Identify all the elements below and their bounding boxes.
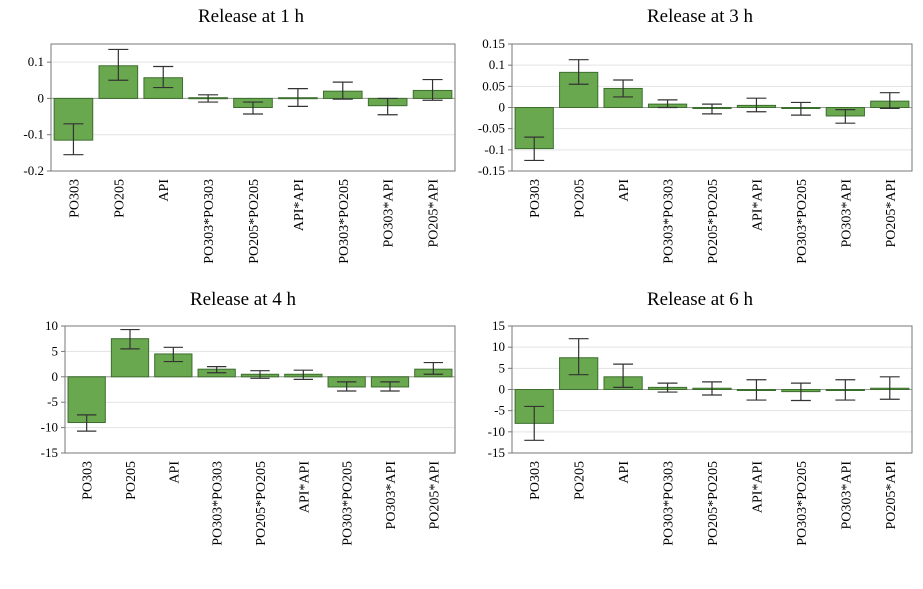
x-tick-label: PO205 — [112, 179, 127, 218]
x-tick-label: PO205 — [573, 179, 588, 218]
y-tick-label: 0 — [499, 100, 506, 115]
y-tick-label: -15 — [41, 445, 58, 460]
x-tick-label: API*API — [297, 461, 312, 513]
x-tick-label: PO303*API — [839, 179, 854, 248]
x-tick-label: PO205*PO205 — [706, 461, 721, 546]
y-tick-label: 5 — [52, 343, 59, 358]
x-tick-label: API — [157, 179, 172, 202]
x-tick-label: PO205*PO205 — [247, 179, 262, 264]
bar-po205 — [110, 338, 150, 378]
y-tick-label: -5 — [47, 394, 58, 409]
y-tick-label: 0.1 — [28, 54, 44, 69]
y-tick-label: -10 — [488, 424, 505, 439]
plot-frame — [511, 325, 913, 454]
y-tick-label: 5 — [499, 360, 506, 375]
bar-po303 — [67, 376, 106, 424]
y-tick-label: 0.15 — [482, 36, 505, 51]
x-tick-label: PO303 — [81, 461, 96, 500]
y-tick-label: 0.05 — [482, 78, 505, 93]
x-tick-label: PO205*PO205 — [254, 461, 269, 546]
y-tick-label: 0 — [38, 90, 45, 105]
x-tick-label: PO303 — [67, 179, 82, 218]
y-tick-label: 15 — [492, 318, 505, 333]
x-tick-label: API — [167, 461, 182, 484]
chart-panel-4: Release at 6 h 15 10 5 0 -5 -10 -15 PO303 PO205 AP… — [488, 289, 913, 546]
x-tick-label: PO303*PO303 — [662, 461, 677, 546]
x-tick-label: PO205*API — [884, 461, 899, 530]
x-tick-label: API — [617, 461, 632, 484]
y-tick-label: -5 — [494, 403, 505, 418]
chart-title: Release at 1 h — [198, 6, 305, 27]
x-tick-label: API*API — [292, 179, 307, 231]
x-tick-label: API*API — [750, 179, 765, 231]
y-tick-label: 10 — [45, 318, 58, 333]
y-tick-label: 10 — [492, 339, 505, 354]
x-tick-label: PO303*PO205 — [795, 461, 810, 546]
x-tick-label: PO303 — [528, 461, 543, 500]
x-tick-label: PO303*PO303 — [211, 461, 226, 546]
y-tick-label: -0.2 — [23, 163, 44, 178]
x-tick-label: PO205*API — [884, 179, 899, 248]
y-tick-label: -0.1 — [23, 127, 44, 142]
chart-title: Release at 6 h — [647, 289, 754, 310]
chart-panel-3: Release at 4 h 10 5 0 -5 -10 -15 PO303 PO205 API P… — [41, 289, 456, 546]
plot-frame — [50, 43, 456, 172]
plot-frame — [64, 325, 456, 454]
x-tick-label: PO205 — [573, 461, 588, 500]
x-tick-label: API — [617, 179, 632, 202]
x-tick-label: PO303*API — [384, 461, 399, 530]
y-tick-label: 0.1 — [489, 57, 505, 72]
x-tick-label: PO303*PO205 — [795, 179, 810, 264]
x-tick-label: PO303*PO205 — [337, 179, 352, 264]
x-tick-label: PO205 — [124, 461, 139, 500]
chart-panel-2: Release at 3 h 0.15 0.1 0.05 0 -0.05 -0.1 -0.15… — [478, 6, 913, 264]
y-tick-label: -15 — [488, 445, 505, 460]
plot-frame — [511, 43, 913, 172]
x-tick-label: PO205*API — [427, 461, 442, 530]
x-tick-label: PO303*PO205 — [341, 461, 356, 546]
y-tick-label: 0 — [499, 382, 506, 397]
x-tick-label: PO205*API — [427, 179, 442, 248]
x-tick-label: PO303*API — [839, 461, 854, 530]
chart-panel-1: Release at 1 h 0.1 0 -0.1 -0.2 PO303 PO205 API P… — [23, 6, 456, 264]
chart-title: Release at 3 h — [647, 6, 754, 27]
x-tick-label: PO303*PO303 — [202, 179, 217, 264]
y-tick-label: -10 — [41, 420, 58, 435]
chart-title: Release at 4 h — [190, 289, 297, 310]
x-tick-label: PO205*PO205 — [706, 179, 721, 264]
y-tick-label: -0.1 — [484, 142, 505, 157]
x-tick-label: PO303*PO303 — [662, 179, 677, 264]
y-tick-label: 0 — [52, 369, 59, 384]
x-tick-label: PO303 — [528, 179, 543, 218]
y-tick-label: -0.15 — [478, 163, 505, 178]
x-tick-label: PO303*API — [382, 179, 397, 248]
y-tick-label: -0.05 — [478, 121, 505, 136]
x-tick-label: API*API — [750, 461, 765, 513]
